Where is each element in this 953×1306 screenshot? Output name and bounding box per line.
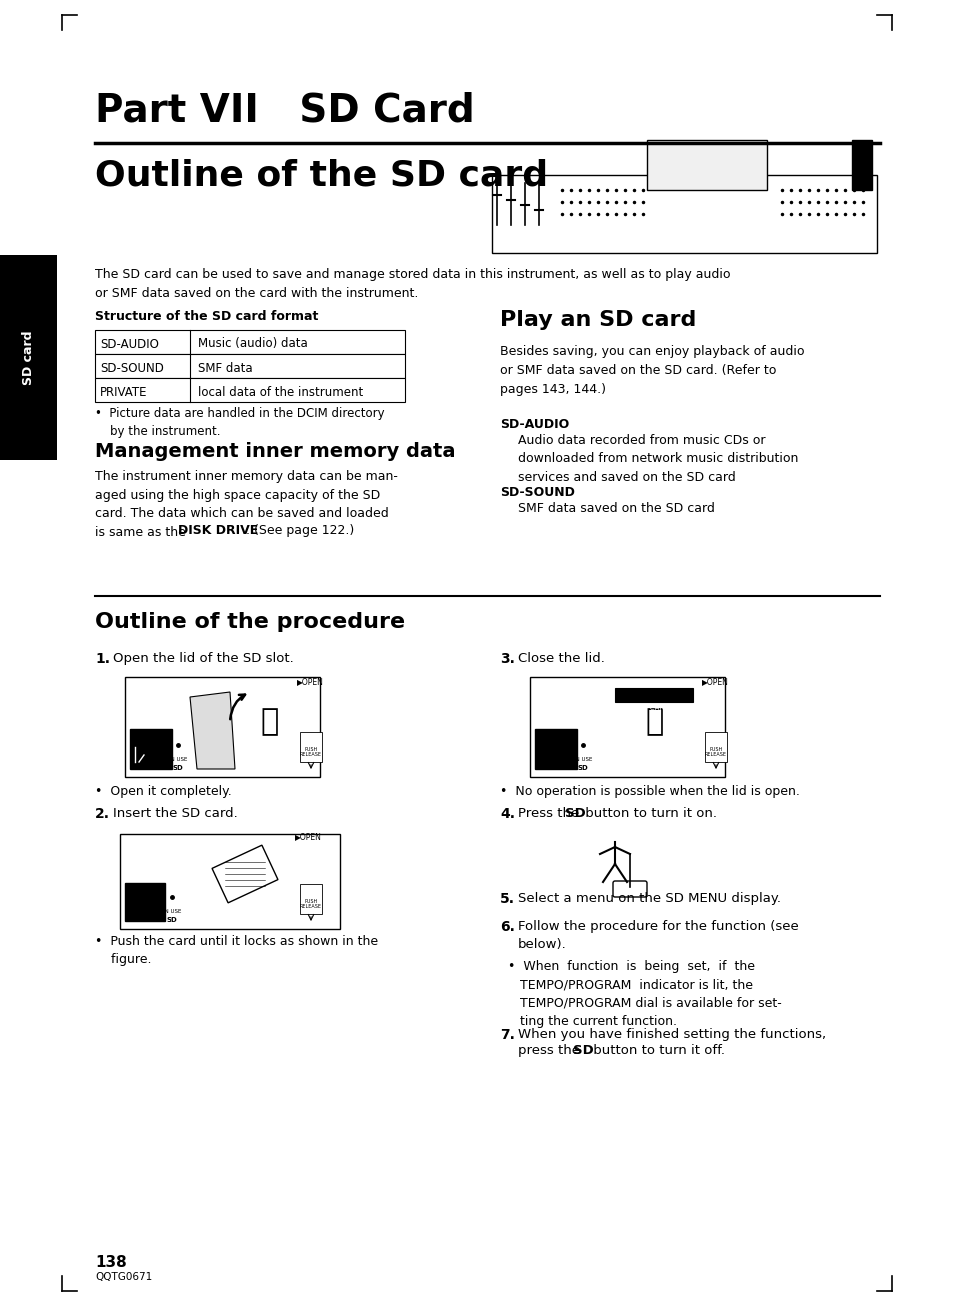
Bar (615, 688, 692, 703)
Text: button to turn it on.: button to turn it on. (580, 807, 717, 820)
Bar (125, 883, 165, 921)
Bar (95, 354, 405, 377)
Text: SD card: SD card (22, 330, 35, 385)
Text: Besides saving, you can enjoy playback of audio
or SMF data saved on the SD card: Besides saving, you can enjoy playback o… (499, 345, 803, 396)
Bar (125, 677, 319, 777)
Bar (95, 377, 405, 402)
Text: local data of the instrument: local data of the instrument (198, 385, 363, 398)
Text: Ⓢ: Ⓢ (645, 708, 663, 737)
Text: The instrument inner memory data can be man-
aged using the high space capacity : The instrument inner memory data can be … (95, 470, 397, 538)
Bar (535, 729, 577, 769)
Text: SD-SOUND: SD-SOUND (100, 362, 164, 375)
Text: •  Picture data are handled in the DCIM directory
    by the instrument.: • Picture data are handled in the DCIM d… (95, 407, 384, 438)
Text: 3.: 3. (499, 652, 515, 666)
Text: •  Open it completely.: • Open it completely. (95, 785, 232, 798)
Bar (0, 255, 57, 460)
Text: Outline of the SD card: Outline of the SD card (95, 158, 548, 192)
Circle shape (791, 202, 811, 223)
Text: Music (audio) data: Music (audio) data (198, 337, 308, 350)
Text: SD: SD (167, 917, 177, 923)
Text: Follow the procedure for the function (see
below).: Follow the procedure for the function (s… (517, 919, 798, 951)
Text: IN USE: IN USE (169, 757, 187, 761)
Text: SMF data: SMF data (198, 362, 253, 375)
Text: SD-SOUND: SD-SOUND (499, 486, 575, 499)
Bar (851, 140, 871, 189)
Text: SD: SD (564, 807, 585, 820)
Polygon shape (212, 845, 277, 902)
Text: 1.: 1. (95, 652, 110, 666)
Text: Press the: Press the (517, 807, 583, 820)
Text: •  Push the card until it locks as shown in the
    figure.: • Push the card until it locks as shown … (95, 935, 377, 966)
Text: SMF data saved on the SD card: SMF data saved on the SD card (517, 502, 714, 515)
Bar (492, 175, 876, 253)
Bar (646, 140, 766, 189)
Text: ▶OPEN: ▶OPEN (701, 678, 728, 687)
Text: 2.: 2. (95, 807, 110, 821)
Bar (95, 330, 405, 354)
Text: Insert the SD card.: Insert the SD card. (112, 807, 237, 820)
Text: QQTG0671: QQTG0671 (95, 1272, 152, 1282)
Text: •  When  function  is  being  set,  if  the
   TEMPO/PROGRAM  indicator is lit, : • When function is being set, if the TEM… (507, 960, 781, 1029)
Text: SD CARD: SD CARD (638, 705, 669, 710)
Text: IN USE: IN USE (573, 757, 592, 761)
Text: Open the lid of the SD slot.: Open the lid of the SD slot. (112, 652, 294, 665)
Circle shape (841, 202, 862, 223)
Text: 5.: 5. (499, 892, 515, 906)
Bar (704, 731, 726, 761)
Bar (530, 677, 724, 777)
Text: ▶OPEN: ▶OPEN (296, 678, 323, 687)
Text: 138: 138 (95, 1255, 127, 1269)
Circle shape (816, 202, 836, 223)
Text: press the: press the (517, 1043, 583, 1057)
Text: Ⓢ: Ⓢ (260, 708, 279, 737)
Text: When you have finished setting the functions,: When you have finished setting the funct… (517, 1028, 825, 1041)
FancyBboxPatch shape (613, 882, 646, 897)
Text: 7.: 7. (499, 1028, 515, 1042)
Text: PUSH
RELEASE: PUSH RELEASE (299, 747, 322, 757)
Text: Outline of the procedure: Outline of the procedure (95, 613, 405, 632)
Text: DISK DRIVE: DISK DRIVE (178, 524, 258, 537)
Bar (299, 731, 322, 761)
Text: PRIVATE: PRIVATE (100, 385, 148, 398)
Bar (299, 884, 322, 914)
Text: ▶OPEN: ▶OPEN (294, 832, 321, 841)
Text: Structure of the SD card format: Structure of the SD card format (95, 310, 318, 323)
Text: The SD card can be used to save and manage stored data in this instrument, as we: The SD card can be used to save and mana… (95, 268, 730, 300)
Text: Select a menu on the SD MENU display.: Select a menu on the SD MENU display. (517, 892, 781, 905)
Text: Play an SD card: Play an SD card (499, 310, 696, 330)
Text: SD-AUDIO: SD-AUDIO (499, 418, 569, 431)
Text: PUSH
RELEASE: PUSH RELEASE (299, 899, 322, 909)
Text: IN USE: IN USE (163, 909, 181, 914)
Text: SD: SD (577, 765, 588, 771)
Text: PUSH
RELEASE: PUSH RELEASE (704, 747, 726, 757)
Text: Audio data recorded from music CDs or
downloaded from network music distribution: Audio data recorded from music CDs or do… (517, 434, 798, 485)
Bar (130, 729, 172, 769)
Text: •  No operation is possible when the lid is open.: • No operation is possible when the lid … (499, 785, 799, 798)
Text: . (See page 122.): . (See page 122.) (246, 524, 354, 537)
Text: SD: SD (573, 1043, 593, 1057)
Text: SD-AUDIO: SD-AUDIO (100, 337, 159, 350)
Text: SD: SD (172, 765, 183, 771)
Text: Close the lid.: Close the lid. (517, 652, 604, 665)
Circle shape (604, 821, 624, 842)
Text: Part VII   SD Card: Part VII SD Card (95, 91, 475, 131)
Text: 6.: 6. (499, 919, 515, 934)
Polygon shape (190, 692, 234, 769)
Text: Management inner memory data: Management inner memory data (95, 441, 455, 461)
Bar (120, 835, 339, 929)
Text: button to turn it off.: button to turn it off. (588, 1043, 724, 1057)
Text: 4.: 4. (499, 807, 515, 821)
